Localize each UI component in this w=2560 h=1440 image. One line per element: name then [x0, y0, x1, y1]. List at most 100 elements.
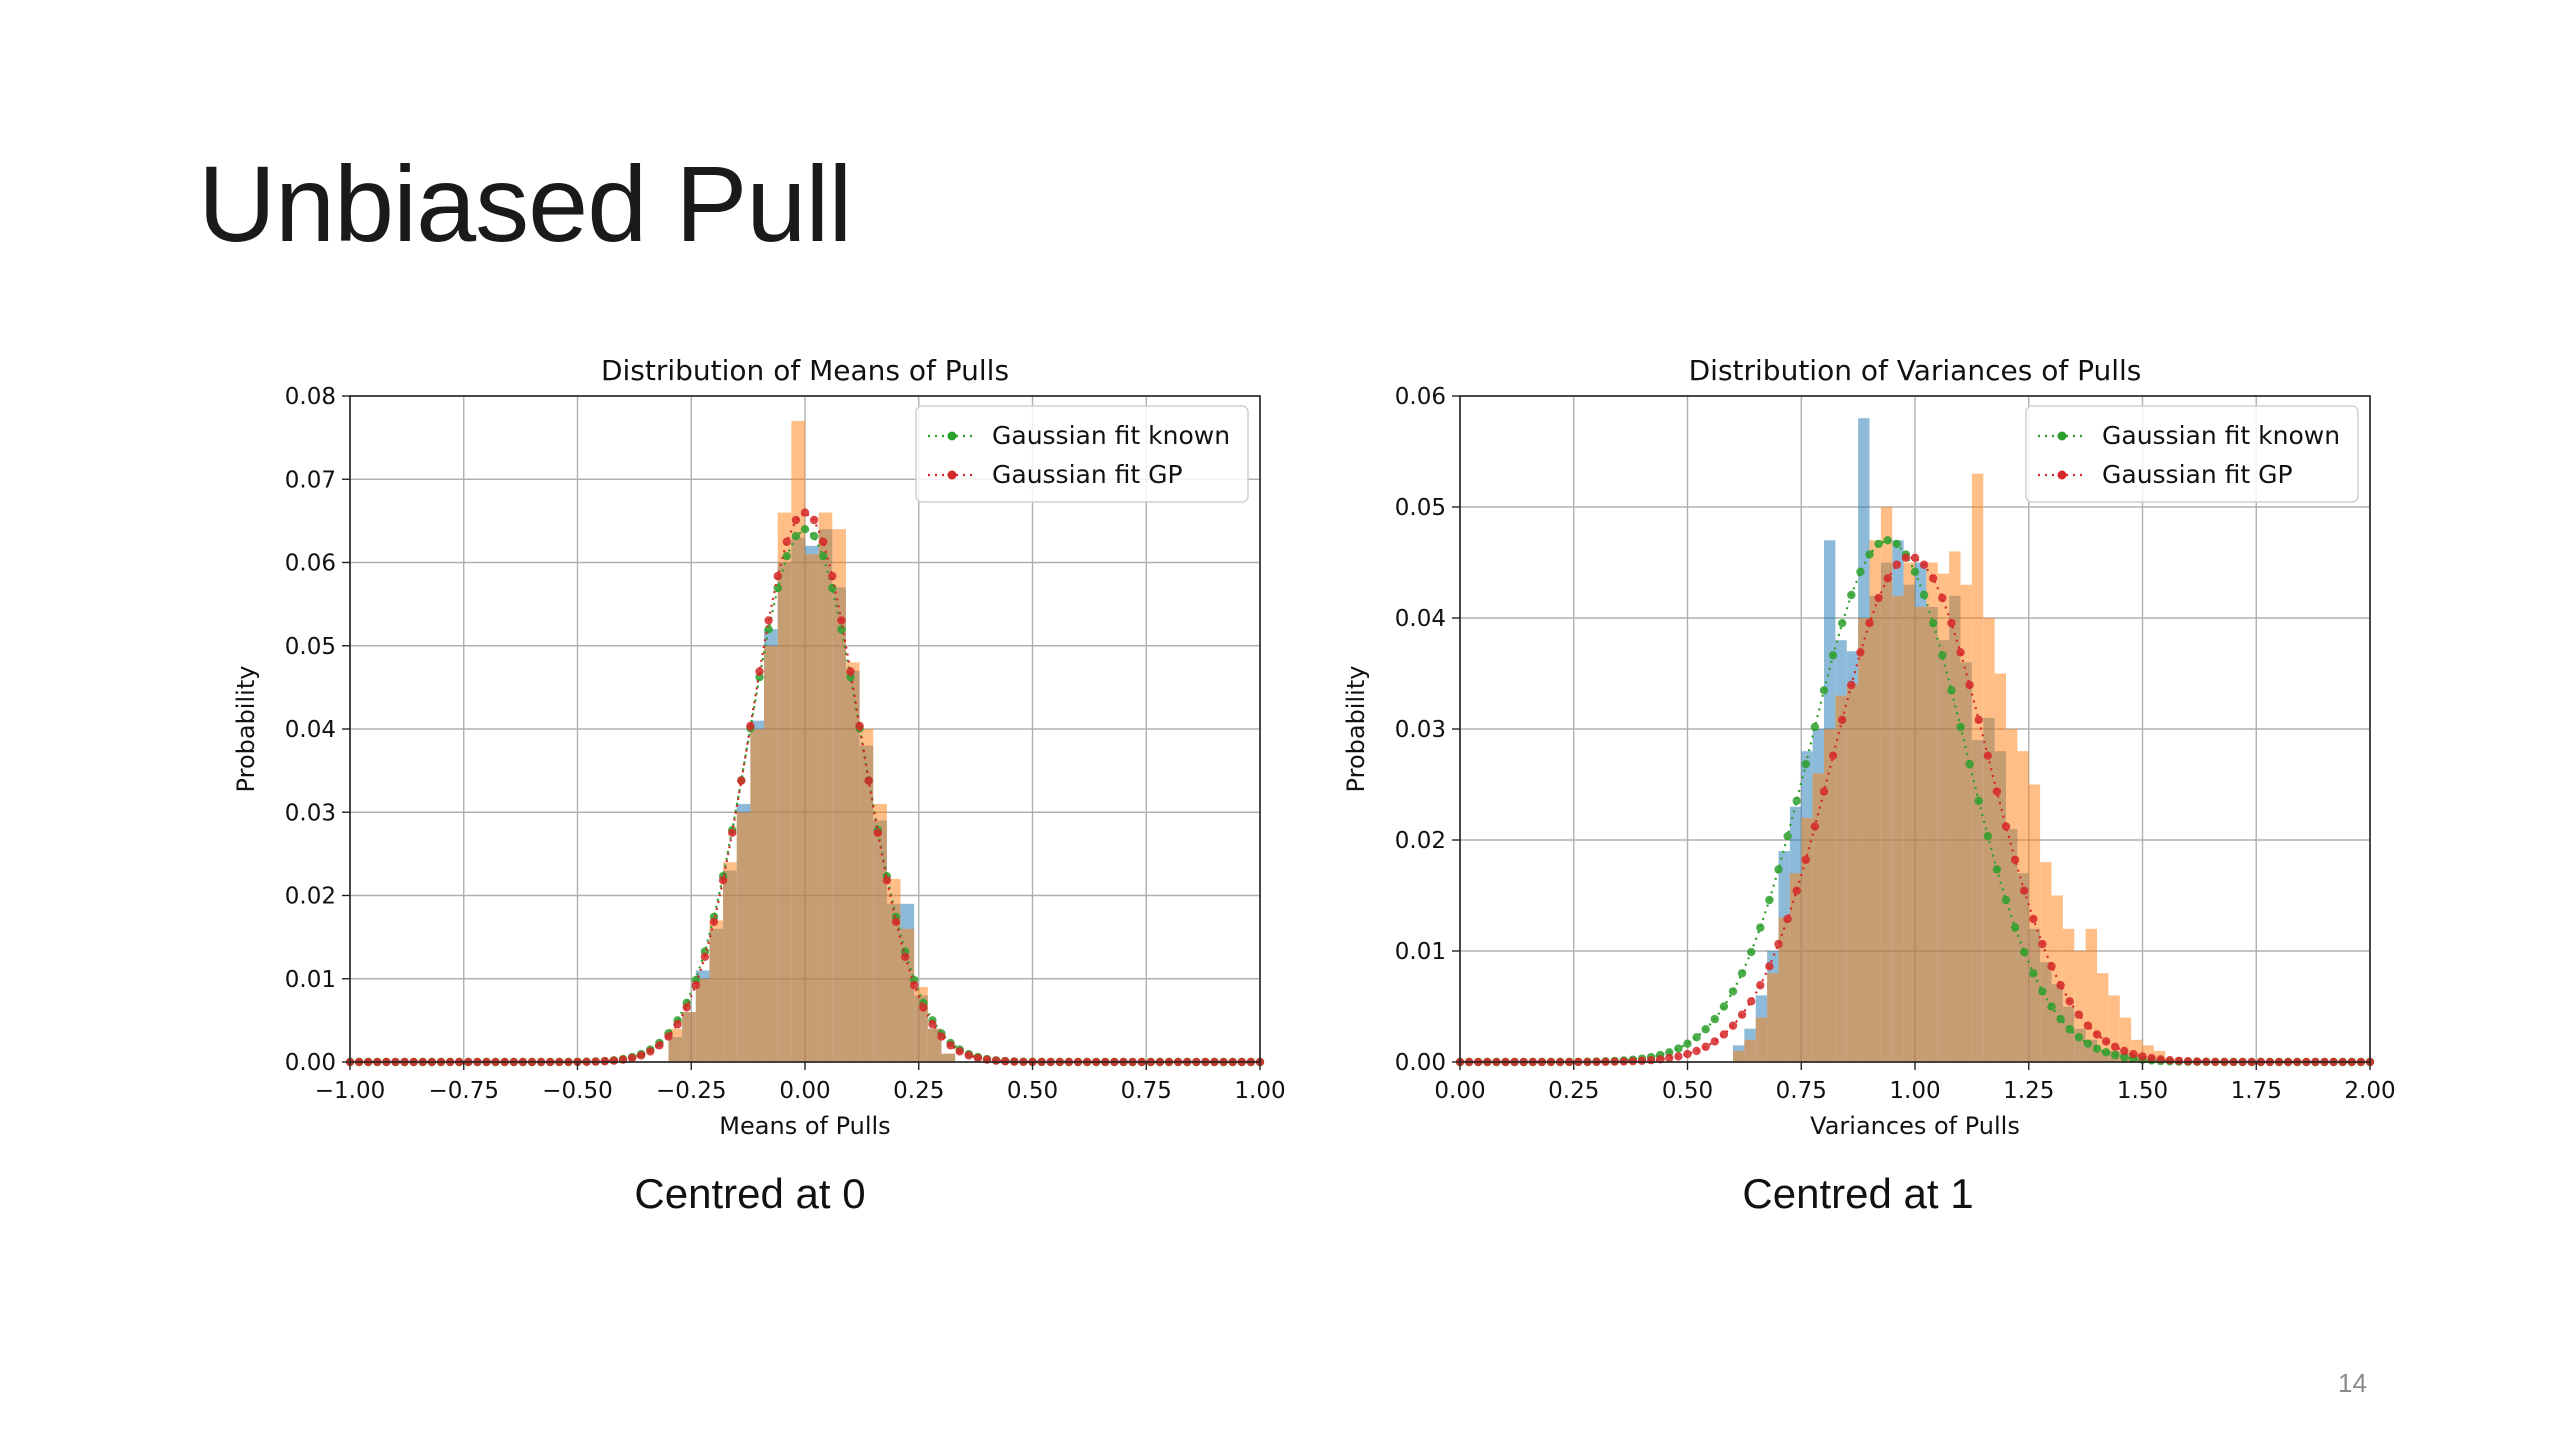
fit-point	[809, 515, 819, 525]
fit-point	[819, 537, 828, 546]
fit-point	[1828, 651, 1838, 660]
histogram-bar	[2051, 895, 2063, 1062]
fit-point	[2074, 1033, 2083, 1042]
histogram-bar	[886, 878, 901, 1062]
fit-point	[764, 616, 773, 625]
histogram-bar	[1971, 473, 1984, 1062]
fit-point	[2092, 1030, 2102, 1039]
histogram-bar	[2040, 862, 2052, 1062]
y-tick-label: 0.03	[1395, 717, 1446, 743]
histogram-bar	[914, 987, 928, 1062]
fit-point	[800, 525, 810, 534]
histogram-bar	[1915, 606, 1927, 1062]
histogram-bar	[1846, 684, 1859, 1062]
fit-point	[1683, 1039, 1692, 1048]
histogram-bar	[2119, 1017, 2132, 1062]
histogram-bar	[1801, 817, 1813, 1062]
histogram-bar	[682, 1012, 696, 1062]
histogram-bar	[1744, 1039, 1756, 1062]
fit-point	[1710, 1037, 1719, 1046]
fit-point	[1965, 759, 1974, 769]
y-tick-label: 0.00	[1395, 1050, 1446, 1076]
fit-point	[2101, 1037, 2111, 1046]
y-axis-label: Probability	[232, 666, 260, 793]
histogram-bar	[900, 928, 915, 1062]
fit-point	[991, 1056, 1001, 1065]
fit-point	[700, 952, 710, 961]
fit-point	[1765, 962, 1774, 971]
y-tick-label: 0.01	[285, 967, 336, 993]
fit-point	[1901, 553, 1911, 563]
fit-point	[882, 876, 892, 885]
fit-point	[1956, 722, 1965, 732]
fit-point	[2111, 1042, 2120, 1052]
fit-point	[1692, 1046, 1701, 1056]
legend-label: Gaussian fit known	[2102, 421, 2340, 450]
fit-point	[1874, 539, 1883, 549]
x-tick-label: 0.75	[1776, 1078, 1827, 1104]
fit-point	[2092, 1044, 2102, 1053]
fit-point	[855, 721, 864, 731]
fit-point	[1838, 618, 1847, 628]
fit-point	[2120, 1052, 2129, 1062]
fit-point	[1847, 590, 1856, 600]
fit-point	[1710, 1014, 1719, 1024]
fit-point	[1665, 1053, 1674, 1063]
fit-point	[1692, 1033, 1701, 1042]
fit-point	[2174, 1056, 2184, 1065]
histogram-bar	[2085, 928, 2097, 1062]
histogram-bar	[1778, 917, 1790, 1062]
histogram-bar	[845, 662, 860, 1062]
histogram-bar	[1789, 873, 1802, 1062]
fit-point	[2047, 1002, 2056, 1011]
fit-point	[1856, 567, 1865, 577]
histogram-bar	[2131, 1039, 2143, 1062]
fit-point	[1737, 1010, 1747, 1019]
fit-point	[2120, 1046, 2129, 1056]
x-tick-label: 0.50	[1662, 1078, 1713, 1104]
fit-point	[627, 1053, 637, 1063]
histogram-bar	[777, 512, 792, 1062]
fit-point	[1938, 593, 1947, 603]
fit-point	[709, 917, 719, 927]
histogram-bar	[695, 978, 710, 1062]
fit-point	[682, 1003, 691, 1012]
fit-point	[609, 1056, 619, 1065]
y-tick-label: 0.05	[1395, 495, 1446, 521]
fit-point	[1865, 618, 1874, 628]
fit-point	[1737, 969, 1747, 978]
caption-means: Centred at 0	[634, 1170, 866, 1217]
legend-marker	[2057, 470, 2067, 480]
fit-point	[1674, 1044, 1683, 1053]
fit-point	[2020, 947, 2029, 957]
fit-point	[791, 515, 801, 525]
fit-point	[746, 721, 755, 731]
histogram-bar	[859, 729, 874, 1062]
histogram-bar	[1926, 562, 1938, 1062]
fit-point	[1983, 831, 1992, 841]
histogram-bar	[1869, 540, 1881, 1062]
histogram-bar	[2108, 995, 2120, 1062]
histogram-bar	[1733, 1050, 1745, 1062]
fit-point	[2010, 923, 2020, 932]
fit-point	[1929, 574, 1938, 583]
fit-point	[964, 1051, 973, 1060]
x-tick-label: 1.00	[1234, 1078, 1285, 1104]
fit-point	[2056, 1014, 2065, 1024]
fit-point	[2101, 1048, 2111, 1057]
fit-point	[973, 1053, 983, 1063]
legend: Gaussian fit known Gaussian fit GP	[2025, 405, 2359, 503]
fit-point	[1628, 1056, 1638, 1066]
fit-point	[1810, 722, 1820, 732]
slide-number: 14	[2338, 1368, 2367, 1398]
fit-point	[837, 616, 846, 625]
fit-point	[791, 531, 801, 541]
histogram-bar	[1824, 729, 1836, 1062]
fit-point	[1919, 590, 1929, 600]
fit-point	[1747, 997, 1756, 1006]
fit-point	[1828, 751, 1838, 760]
caption-variances: Centred at 1	[1742, 1170, 1974, 1217]
fit-point	[955, 1047, 964, 1056]
fit-point	[2147, 1053, 2156, 1063]
fit-point	[1983, 751, 1992, 760]
